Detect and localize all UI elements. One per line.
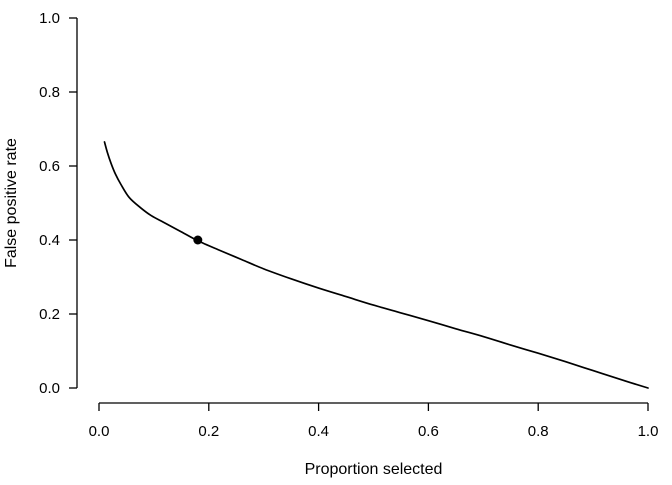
x-tick-label: 0.0 (89, 423, 110, 440)
curve-series (103, 141, 649, 389)
x-tick-label: 1.0 (638, 423, 659, 440)
y-tick-label: 0.0 (39, 380, 60, 397)
highlighted-point (193, 235, 203, 245)
y-tick-label: 0.8 (39, 84, 60, 101)
x-axis: 0.0 0.2 0.4 0.6 0.8 1.0 (89, 402, 659, 440)
x-tick-label: 0.6 (418, 423, 439, 440)
y-tick-label: 1.0 (39, 10, 60, 27)
false-positive-rate-curve (103, 141, 649, 389)
y-axis: 0.0 0.2 0.4 0.6 0.8 1.0 (39, 10, 78, 397)
x-axis-title: Proportion selected (305, 461, 443, 478)
y-axis-title: False positive rate (3, 138, 20, 268)
data-point-marker (193, 235, 203, 245)
y-tick-label: 0.2 (39, 306, 60, 323)
x-tick-label: 0.8 (528, 423, 549, 440)
y-tick-label: 0.4 (39, 232, 60, 249)
x-tick-label: 0.2 (198, 423, 219, 440)
y-tick-label: 0.6 (39, 158, 60, 175)
x-tick-label: 0.4 (308, 423, 329, 440)
